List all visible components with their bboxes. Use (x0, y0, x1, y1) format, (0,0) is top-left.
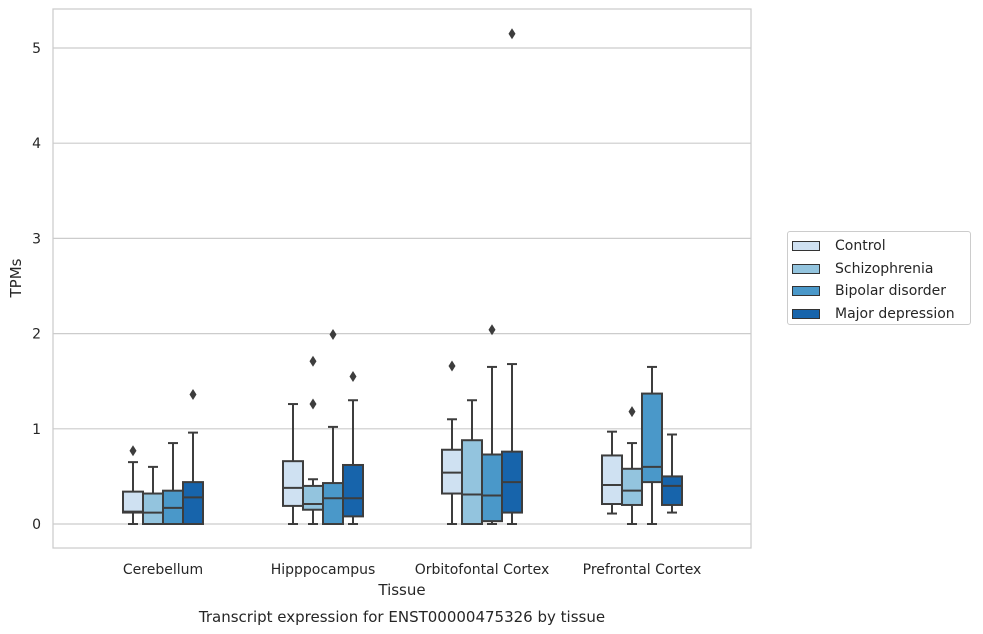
legend-item[interactable]: Major depression (792, 303, 970, 326)
legend-swatch (792, 263, 820, 274)
box-schizophrenia (302, 355, 324, 525)
x-tick-label: Orbitofontal Cortex (415, 562, 550, 578)
legend-label: Schizophrenia (835, 260, 934, 277)
outlier-point (488, 324, 496, 336)
box-iqr (282, 460, 304, 507)
legend-swatch (792, 286, 820, 297)
box-major-depression (182, 389, 204, 525)
x-axis-label: Tissue (377, 581, 425, 599)
boxes (122, 28, 683, 526)
y-tick-label: 2 (32, 327, 41, 343)
y-tick-label: 5 (32, 41, 41, 57)
plot-frame (52, 8, 752, 549)
x-tick-labels: Cerebellum Hipppocampus Orbitofontal Corte… (123, 562, 701, 578)
box-control (122, 445, 144, 525)
box-schizophrenia (621, 406, 643, 525)
legend-swatch (792, 241, 820, 252)
outlier-point (508, 28, 516, 40)
box-iqr (481, 453, 503, 523)
legend-label: Major depression (835, 305, 955, 322)
box-iqr (641, 392, 663, 484)
chart-caption: Transcript expression for ENST0000047532… (198, 608, 605, 626)
legend-item[interactable]: Control (792, 235, 970, 258)
outlier-point (189, 389, 197, 401)
outlier-point (628, 406, 636, 418)
box-iqr (461, 439, 483, 525)
box-control (282, 403, 304, 525)
legend-label: Control (835, 238, 886, 255)
legend-item[interactable]: Schizophrenia (792, 258, 970, 281)
y-tick-label: 4 (32, 136, 41, 152)
y-tick-labels: 0 1 2 3 4 5 (32, 41, 41, 533)
box-iqr (661, 475, 683, 506)
y-tick-label: 3 (32, 231, 41, 247)
legend: Control Schizophrenia Bipolar disorder Majo… (787, 231, 971, 325)
box-iqr (621, 467, 643, 506)
x-tick-label: Cerebellum (123, 562, 203, 578)
box-bipolar-disorder (481, 324, 503, 525)
outlier-point (448, 360, 456, 372)
legend-label: Bipolar disorder (835, 283, 947, 300)
box-bipolar-disorder (322, 329, 344, 525)
box-major-depression (342, 370, 364, 525)
y-tick-label: 0 (32, 517, 41, 533)
outlier-point (129, 445, 137, 457)
box-bipolar-disorder (162, 442, 184, 525)
box-major-depression (501, 28, 523, 525)
x-tick-label: Prefrontal Cortex (583, 562, 702, 578)
box-major-depression (661, 433, 683, 514)
box-iqr (322, 482, 344, 525)
box-iqr (142, 492, 164, 526)
outlier-point (309, 398, 317, 410)
box-schizophrenia (461, 399, 483, 525)
box-iqr (302, 484, 324, 511)
box-schizophrenia (142, 465, 164, 526)
y-axis-label: TPMs (7, 258, 25, 298)
outlier-point (309, 355, 317, 367)
box-bipolar-disorder (641, 365, 663, 525)
outlier-point (349, 370, 357, 382)
outlier-point (329, 329, 337, 341)
box-control (601, 430, 623, 515)
legend-item[interactable]: Bipolar disorder (792, 280, 970, 303)
x-tick-label: Hipppocampus (271, 562, 376, 578)
box-iqr (122, 490, 144, 514)
box-iqr (182, 481, 204, 525)
box-iqr (601, 454, 623, 506)
box-control (441, 360, 463, 525)
box-iqr (342, 463, 364, 518)
legend-swatch (792, 308, 820, 319)
y-tick-label: 1 (32, 422, 41, 438)
